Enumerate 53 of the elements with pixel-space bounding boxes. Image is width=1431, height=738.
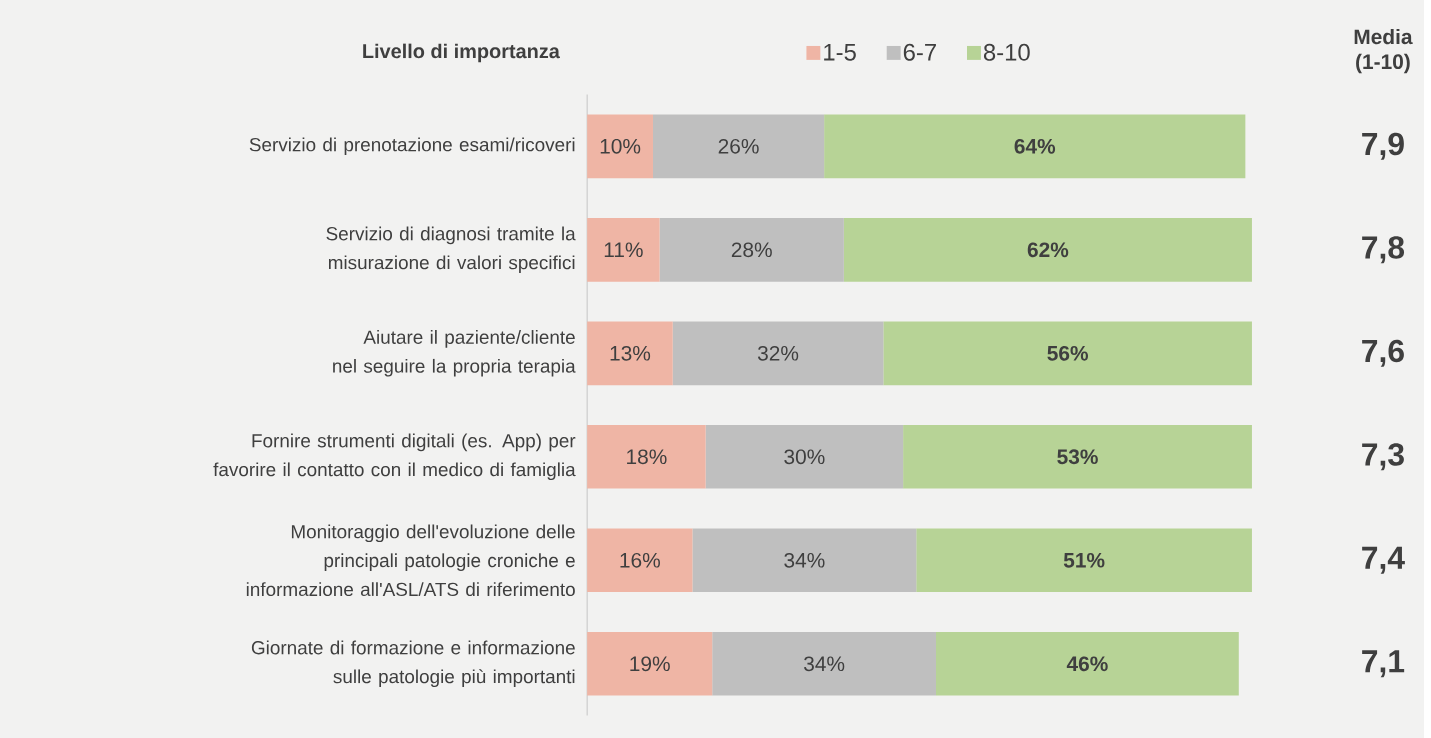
data-label: 19% <box>630 656 670 671</box>
legend-label: 6-7 <box>903 43 936 61</box>
bar <box>587 424 706 489</box>
data-label: 53% <box>1057 449 1098 464</box>
bar <box>672 321 884 385</box>
data-label: 56% <box>1047 345 1089 361</box>
legend-title: Livello di importanza <box>363 43 560 62</box>
bar <box>587 114 653 178</box>
data-label: 10% <box>600 138 641 154</box>
data-label: 18% <box>627 449 667 464</box>
legend-label: 1-5 <box>824 43 856 61</box>
bar <box>652 114 825 178</box>
data-label: 16% <box>620 552 660 568</box>
data-label: 64% <box>1014 138 1056 154</box>
y-tick-label: Giornate di formazione e informazione sulle patologie più importanti <box>251 640 575 687</box>
data-label: 34% <box>804 656 845 671</box>
y-tick-label: Servizio di prenotazione esami/ricoveri <box>249 137 575 155</box>
bar <box>705 424 904 489</box>
data-label: 46% <box>1066 656 1108 671</box>
data-label: 62% <box>1027 242 1069 257</box>
bar <box>936 631 1239 696</box>
text: 7,3 <box>1362 442 1404 471</box>
bar <box>712 631 937 696</box>
data-label: 11% <box>604 242 643 257</box>
y-tick-label: Fornire strumenti digitali (es. App) per favorire il contatto con il medico di famiglia <box>213 433 576 480</box>
text: 7,1 <box>1362 650 1405 677</box>
y-tick-label: Monitoraggio dell'evoluzione delle principali patologie croniche e informazione all'ASL/ATS di riferimento <box>246 524 575 596</box>
data-label: 26% <box>718 138 759 154</box>
y-tick-label: Servizio di diagnosi tramite la misurazione di valori specifici <box>326 226 576 273</box>
y-tick-label: Aiutare il paziente/cliente nel seguire la propria terapia <box>333 329 576 377</box>
bar <box>587 321 673 385</box>
data-label: 51% <box>1063 552 1105 568</box>
bar <box>916 528 1252 592</box>
text: 7,8 <box>1362 235 1405 264</box>
bar <box>587 217 660 282</box>
text: 7,4 <box>1362 546 1405 574</box>
bar <box>843 217 1252 282</box>
bar <box>587 631 713 696</box>
bar <box>587 528 693 592</box>
text: 7,9 <box>1362 132 1404 160</box>
text: 7,6 <box>1362 339 1404 367</box>
data-label: 28% <box>731 242 772 257</box>
legend-label: 8-10 <box>983 43 1030 61</box>
text: Media (1-10) <box>1354 28 1413 74</box>
data-label: 13% <box>610 345 651 361</box>
bar <box>883 321 1252 385</box>
bar <box>692 528 917 592</box>
data-label: 34% <box>784 552 825 568</box>
data-label: 30% <box>784 449 825 464</box>
bar <box>659 217 844 282</box>
data-label: 32% <box>757 345 799 361</box>
bar <box>824 114 1246 178</box>
bar <box>903 424 1252 489</box>
